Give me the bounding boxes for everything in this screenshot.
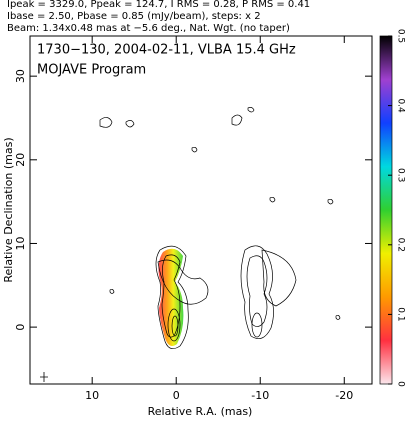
chart-title: 1730−130, 2004-02-11, VLBA 15.4 GHz (37, 43, 296, 58)
x-tick-label: -20 (335, 389, 353, 402)
y-tick-label: 30 (14, 69, 27, 83)
source-map (40, 106, 341, 382)
y-tick-label: 20 (14, 153, 27, 167)
x-axis-label: Relative R.A. (mas) (148, 405, 253, 418)
header-line: Ipeak = 3329.0, Ppeak = 124.7, I RMS = 0… (7, 0, 310, 10)
colorbar-tick-label: 0.1 (396, 307, 406, 321)
y-tick-label: 10 (14, 236, 27, 250)
x-tick-label: 0 (173, 389, 180, 402)
colorbar-tick-label: 0 (396, 381, 406, 387)
x-tick-label: -10 (251, 389, 269, 402)
chart-subtitle: MOJAVE Program (37, 63, 146, 78)
header-line: Beam: 1.34x0.48 mas at −5.6 deg., Nat. W… (7, 23, 290, 34)
header-line: Ibase = 2.50, Pbase = 0.85 (mJy/beam), s… (7, 11, 261, 22)
colorbar (379, 35, 393, 385)
x-tick-label: 10 (85, 389, 99, 402)
y-axis-label: Relative Declination (mas) (2, 137, 15, 282)
colorbar-tick-label: 0.4 (396, 98, 406, 113)
colorbar-tick-label: 0.3 (396, 168, 406, 182)
plot-frame (29, 35, 373, 385)
colorbar-tick-label: 0.5 (396, 29, 406, 43)
y-tick-label: 0 (14, 324, 27, 331)
colorbar-tick-label: 0.2 (396, 238, 406, 252)
